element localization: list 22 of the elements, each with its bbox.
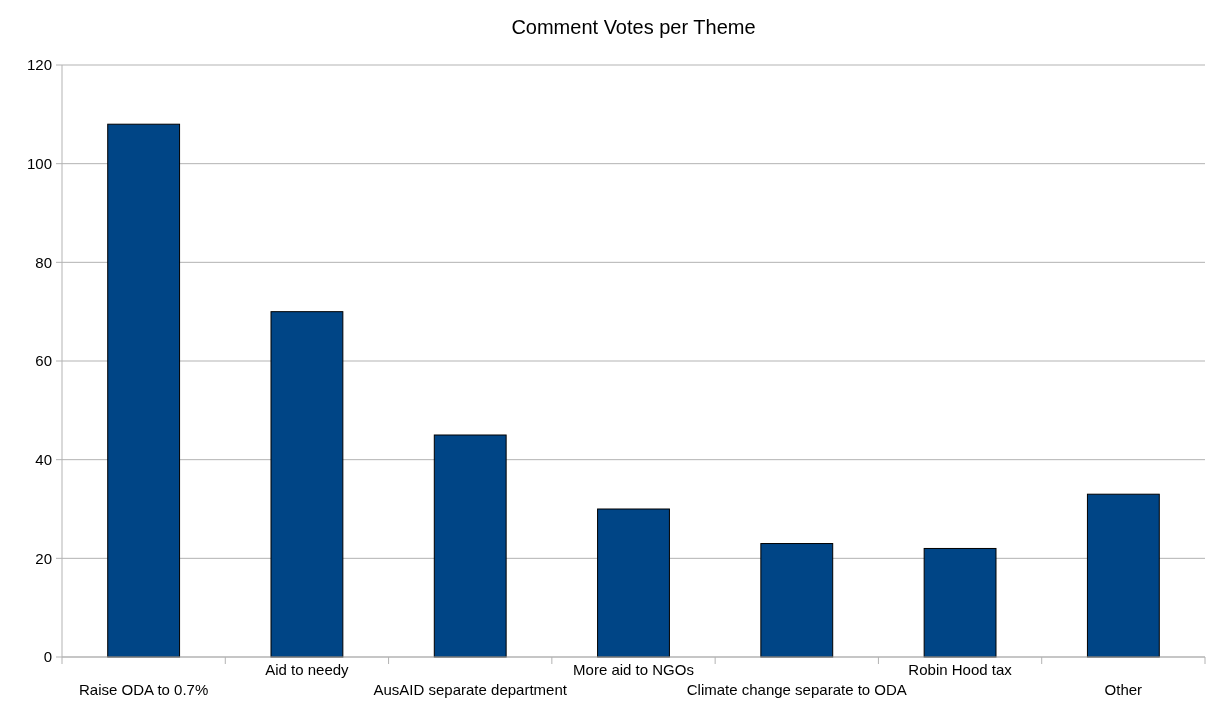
x-tick-label: Robin Hood tax — [908, 661, 1013, 679]
y-tick-label: 0 — [43, 648, 52, 666]
bar — [107, 123, 181, 658]
bar — [923, 547, 997, 658]
y-tick-label: 60 — [35, 352, 52, 370]
bar — [433, 434, 507, 658]
bar — [270, 311, 344, 658]
y-tick-label: 120 — [26, 56, 52, 74]
y-tick-label: 40 — [35, 450, 52, 468]
x-tick-label: AusAID separate department — [373, 681, 568, 699]
x-tick-label: Climate change separate to ODA — [686, 681, 907, 699]
x-tick-label: Raise ODA to 0.7% — [79, 681, 209, 699]
x-tick-label: Aid to needy — [265, 661, 350, 679]
chart-title: Comment Votes per Theme — [511, 16, 756, 38]
y-tick-label: 80 — [35, 253, 52, 271]
y-tick-label: 100 — [26, 154, 52, 172]
x-tick-label: Other — [1104, 681, 1143, 699]
bar — [760, 543, 834, 658]
y-tick-label: 20 — [35, 549, 52, 567]
bar — [1086, 493, 1160, 658]
x-tick-label: More aid to NGOs — [573, 661, 694, 679]
bar — [597, 508, 670, 658]
